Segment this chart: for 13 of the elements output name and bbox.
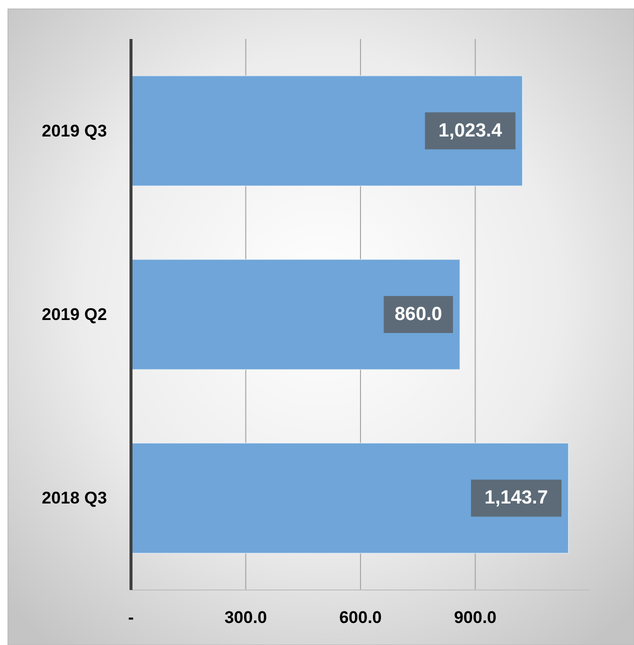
data-label: 1,023.4 — [438, 120, 502, 142]
bar — [130, 442, 569, 554]
x-tick-label: - — [128, 608, 134, 627]
bar — [130, 75, 523, 186]
data-label: 860.0 — [394, 304, 442, 325]
data-label: 1,143.7 — [484, 488, 548, 509]
x-tick-label: 600.0 — [339, 608, 382, 627]
bar — [130, 258, 460, 370]
y-tick-label: 2019 Q3 — [42, 121, 107, 140]
x-tick-label: 300.0 — [224, 608, 268, 627]
y-tick-label: 2019 Q2 — [42, 305, 107, 324]
y-tick-label: 2018 Q3 — [42, 488, 107, 508]
x-tick-label: 900.0 — [454, 608, 497, 627]
